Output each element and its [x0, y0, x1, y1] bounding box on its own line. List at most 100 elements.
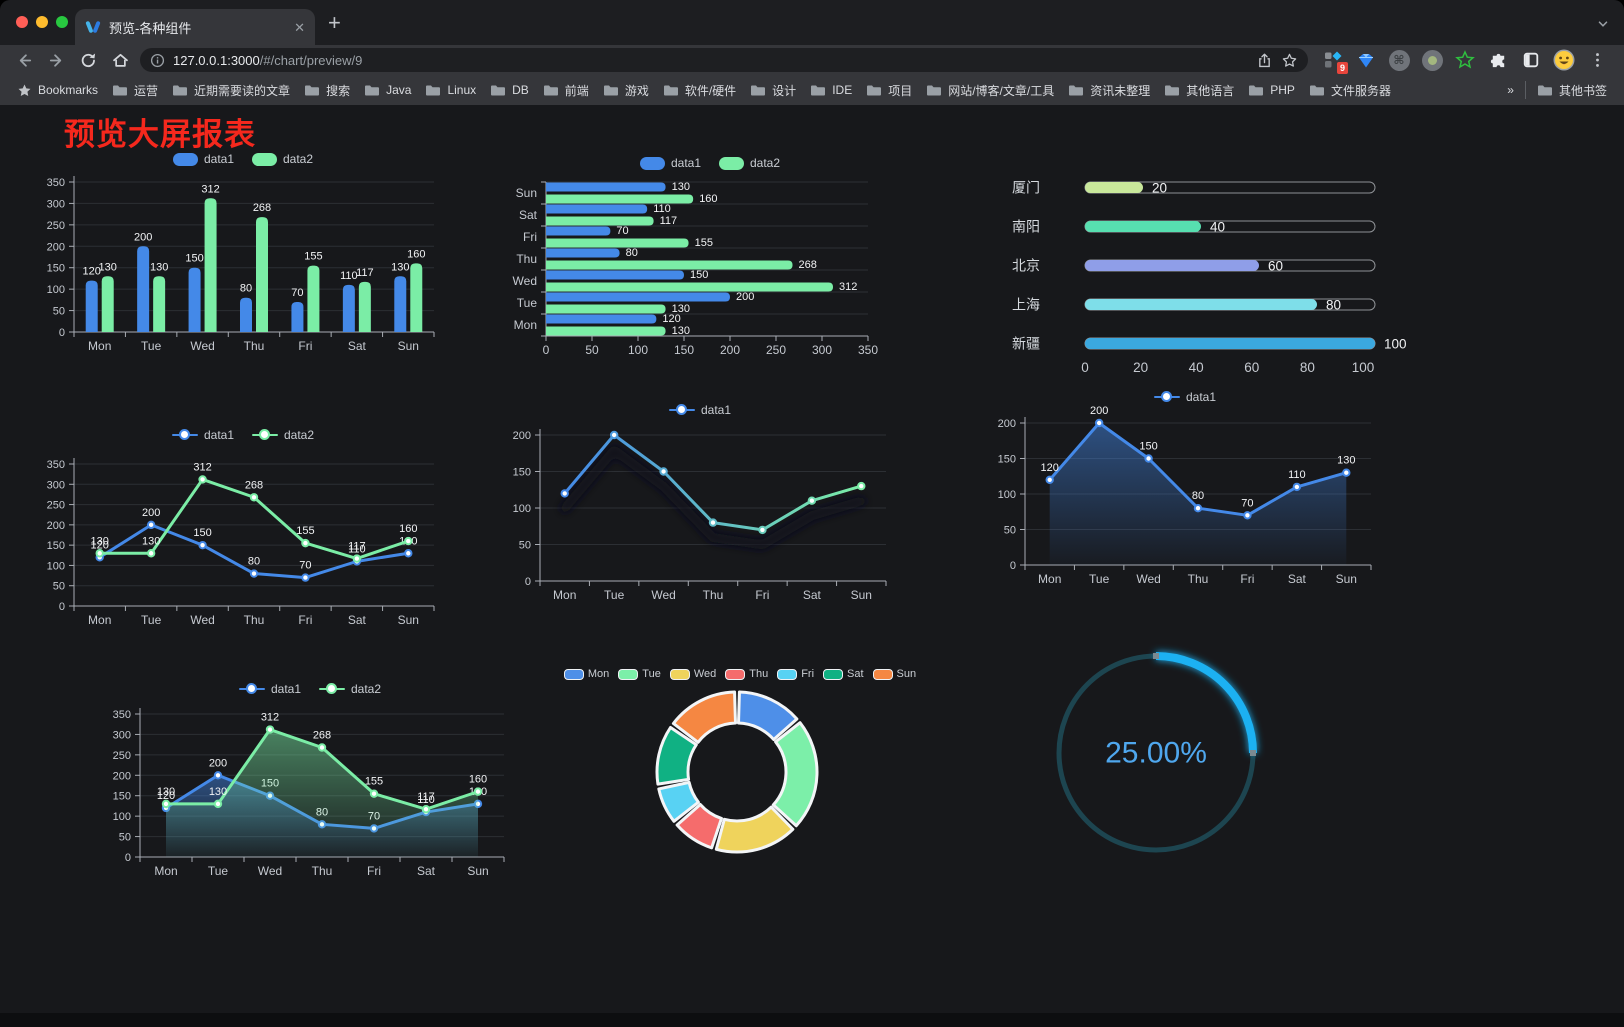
bookmark-folder[interactable]: Java: [357, 80, 418, 100]
extension-proxy-icon[interactable]: 9: [1322, 49, 1348, 74]
address-bar[interactable]: 127.0.0.1:3000/#/chart/preview/9: [140, 48, 1308, 72]
folder-icon: [927, 85, 942, 95]
legend-item-data1[interactable]: data1: [639, 156, 701, 170]
reading-list-icon[interactable]: [1520, 49, 1542, 71]
svg-text:200: 200: [134, 231, 152, 243]
chart-legend: data1 data2: [38, 428, 448, 442]
legend-swatch: [563, 668, 584, 680]
legend-item-data2[interactable]: data2: [319, 682, 381, 696]
svg-text:200: 200: [720, 343, 740, 357]
legend-item-Thu[interactable]: Thu: [725, 668, 768, 680]
legend-item-data2[interactable]: data2: [252, 428, 314, 442]
svg-text:50: 50: [53, 581, 65, 593]
back-button[interactable]: [13, 49, 35, 71]
bookmark-folder[interactable]: 搜索: [297, 79, 357, 102]
extension-command-icon[interactable]: ⌘: [1388, 49, 1410, 71]
svg-text:0: 0: [1081, 360, 1089, 375]
svg-text:110: 110: [653, 203, 671, 215]
folder-icon: [1069, 85, 1084, 95]
bookmark-folder[interactable]: DB: [483, 80, 536, 100]
bookmarks-overflow-chevron[interactable]: »: [1507, 83, 1514, 97]
url-host: 127.0.0.1:3000: [173, 52, 260, 68]
svg-text:Sat: Sat: [803, 588, 822, 602]
svg-text:130: 130: [1337, 455, 1355, 467]
bookmark-folder[interactable]: 近期需要读的文章: [165, 79, 297, 102]
url-text[interactable]: 127.0.0.1:3000/#/chart/preview/9: [173, 53, 1248, 68]
bookmark-folder[interactable]: 运营: [105, 79, 165, 102]
legend-item-data1[interactable]: data1: [668, 403, 731, 417]
svg-text:70: 70: [291, 287, 303, 299]
bookmark-folder[interactable]: 文件服务器: [1302, 79, 1398, 102]
svg-text:150: 150: [47, 263, 65, 275]
legend-item-Tue[interactable]: Tue: [618, 668, 661, 680]
svg-text:Wed: Wed: [190, 339, 214, 353]
close-button[interactable]: [16, 16, 28, 28]
extension-green-star-icon[interactable]: [1454, 49, 1476, 71]
profile-avatar[interactable]: [1553, 49, 1575, 71]
svg-text:200: 200: [47, 241, 65, 253]
browser-tab[interactable]: 预览-各种组件 ✕: [75, 9, 315, 45]
other-bookmarks[interactable]: 其他书签: [1530, 79, 1614, 102]
bookmark-folder[interactable]: Linux: [418, 80, 483, 100]
bookmark-folder[interactable]: 网站/博客/文章/工具: [919, 79, 1061, 102]
legend-item-Mon[interactable]: Mon: [563, 668, 609, 680]
legend-item-data1[interactable]: data1: [1153, 390, 1216, 404]
bookmark-folder[interactable]: 软件/硬件: [656, 79, 743, 102]
svg-text:100: 100: [513, 503, 531, 515]
legend-label: Thu: [749, 668, 769, 680]
svg-text:Sat: Sat: [417, 864, 436, 878]
bookmark-star-icon[interactable]: [1281, 52, 1298, 69]
browser-menu-icon[interactable]: [1586, 49, 1608, 71]
legend-item-data1[interactable]: data1: [238, 682, 301, 696]
extensions-puzzle-icon[interactable]: [1487, 49, 1509, 71]
legend-item-data2[interactable]: data2: [252, 152, 313, 166]
bookmark-folder[interactable]: 项目: [859, 79, 919, 102]
svg-text:Thu: Thu: [1188, 572, 1209, 586]
forward-button[interactable]: [45, 49, 67, 71]
bookmark-folder[interactable]: 其他语言: [1157, 79, 1241, 102]
tab-close-icon[interactable]: ✕: [294, 19, 305, 35]
bookmark-folder[interactable]: 资讯未整理: [1061, 79, 1157, 102]
bookmarks-manager[interactable]: Bookmarks: [10, 80, 105, 101]
chart-line-area-single-canvas: 0 50 100 150 200 Mon Tue Wed Thu Fri Sat Sun 120 200 1…: [998, 405, 1372, 586]
bookmark-folder[interactable]: 游戏: [596, 79, 656, 102]
svg-text:120: 120: [662, 313, 680, 325]
legend-swatch: [639, 156, 665, 170]
bookmark-folder[interactable]: PHP: [1241, 80, 1302, 100]
legend-item-Fri[interactable]: Fri: [777, 668, 814, 680]
bookmark-folder[interactable]: IDE: [803, 80, 859, 100]
svg-text:250: 250: [766, 343, 786, 357]
legend-item-data1[interactable]: data1: [172, 152, 234, 166]
svg-text:Wed: Wed: [190, 613, 214, 627]
tab-search-chevron-icon[interactable]: [1596, 17, 1610, 36]
svg-text:Fri: Fri: [523, 230, 537, 244]
svg-text:117: 117: [660, 215, 678, 227]
legend-label: data1: [203, 428, 234, 442]
svg-text:Mon: Mon: [154, 864, 177, 878]
svg-text:Tue: Tue: [141, 613, 162, 627]
legend-item-data2[interactable]: data2: [719, 156, 780, 170]
minimize-button[interactable]: [36, 16, 48, 28]
bookmark-folder[interactable]: 前端: [536, 79, 596, 102]
legend-item-Sun[interactable]: Sun: [872, 668, 916, 680]
legend-item-Sat[interactable]: Sat: [823, 668, 864, 680]
legend-item-data1[interactable]: data1: [171, 428, 234, 442]
home-button[interactable]: [109, 49, 131, 71]
svg-text:80: 80: [1192, 490, 1204, 502]
legend-swatch: [725, 668, 746, 680]
chart-legend: Mon Tue Wed Thu Fri Sat Sun: [540, 668, 940, 680]
svg-text:155: 155: [304, 251, 322, 263]
folder-icon: [113, 85, 128, 95]
legend-item-Wed[interactable]: Wed: [669, 668, 716, 680]
svg-text:Sat: Sat: [348, 339, 367, 353]
bookmark-folder[interactable]: 设计: [743, 79, 803, 102]
share-icon[interactable]: [1256, 52, 1273, 69]
new-tab-button[interactable]: +: [328, 10, 341, 35]
extension-recorder-icon[interactable]: [1421, 49, 1443, 71]
reload-button[interactable]: [77, 49, 99, 71]
svg-text:200: 200: [113, 770, 131, 782]
svg-text:Wed: Wed: [651, 588, 675, 602]
site-info-icon[interactable]: [150, 53, 165, 68]
extension-gem-icon[interactable]: [1355, 49, 1377, 71]
fullscreen-button[interactable]: [56, 16, 68, 28]
